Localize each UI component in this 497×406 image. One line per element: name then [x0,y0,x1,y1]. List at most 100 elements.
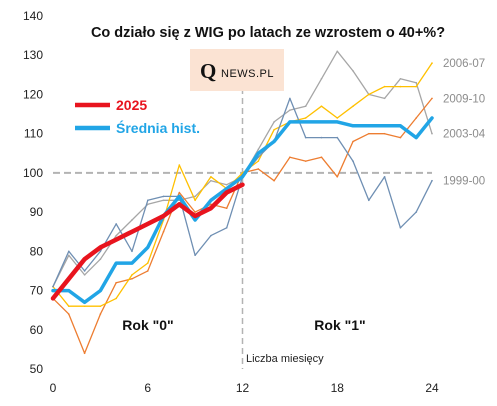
data-point-1999-00 [336,136,339,139]
data-point-2009-10 [289,156,291,158]
data-point-2003-04 [383,97,386,100]
data-point-2003-04 [289,109,291,111]
data-point-2025 [162,215,165,217]
data-point-2006-07 [273,128,275,131]
data-point-2003-04 [273,121,275,123]
data-point-1999-00 [83,270,86,272]
data-point-1999-00 [225,227,228,229]
data-point-2009-10 [368,132,370,135]
data-point-2009-10 [131,277,133,280]
data-point-2003-04 [115,234,117,237]
data-point-rednia-hist [115,262,117,264]
y-tick-label: 70 [30,284,44,298]
grid-layer [53,78,432,369]
y-tick-label: 50 [30,362,44,376]
data-point-rednia-hist [99,289,102,292]
data-point-2006-07 [194,199,196,202]
chart-title: Co działo się z WIG po latach ze wzroste… [91,25,445,41]
data-point-rednia-hist [241,176,244,178]
x-tick-label: 12 [236,381,250,395]
series-layer [50,50,434,355]
data-point-2025 [241,183,244,186]
data-point-1999-00 [131,250,133,253]
end-label-2003-04: 2003-04 [443,129,486,141]
y-tick-label: 140 [23,9,43,23]
label-layer: 50 60 70 80 90 100 110 120 130 140 0 6 12 18 24 2003-04… [23,9,486,395]
data-point-2006-07 [415,85,418,88]
data-point-1999-00 [383,176,386,178]
data-point-rednia-hist [67,289,70,292]
data-point-2025 [194,215,196,217]
data-point-2006-07 [336,117,339,119]
data-point-2006-07 [83,305,86,308]
data-point-1999-00 [304,136,307,139]
y-tick-label: 110 [24,127,43,141]
data-point-1999-00 [352,160,354,162]
data-point-2006-07 [304,117,307,119]
end-label-1999-00: 1999-00 [443,176,485,188]
data-point-2003-04 [257,148,260,151]
data-point-2009-10 [162,230,165,233]
data-point-1999-00 [99,250,102,253]
data-point-2009-10 [415,117,418,119]
region-label-year-0: Rok "0" [122,317,173,333]
data-point-1999-00 [194,254,196,257]
data-point-rednia-hist [83,301,86,304]
data-point-2003-04 [83,274,86,276]
data-point-2009-10 [352,140,354,143]
logo-text: NEWS.PL [221,68,274,80]
x-tick-label: 24 [425,381,439,395]
data-point-2003-04 [225,183,228,186]
data-point-1999-00 [52,285,54,288]
data-point-rednia-hist [320,121,323,123]
data-point-2006-07 [352,105,354,108]
region-label-year-1: Rok "1" [314,317,365,333]
data-point-1999-00 [289,97,291,100]
data-point-2006-07 [210,176,212,178]
legend: 2025 Średnia hist. [75,97,200,136]
data-point-2025 [99,246,102,249]
data-point-2006-07 [368,93,370,96]
data-point-1999-00 [368,199,370,202]
data-point-2009-10 [146,270,149,272]
y-tick-label: 90 [30,205,44,219]
data-point-2009-10 [383,132,386,135]
y-tick-label: 130 [23,48,43,62]
x-tick-label: 0 [50,381,57,395]
data-point-2006-07 [257,160,260,162]
data-point-1999-00 [415,211,418,213]
data-point-2006-07 [178,164,181,166]
data-point-2003-04 [67,254,70,257]
data-point-2009-10 [320,156,323,158]
data-point-2025 [83,258,86,260]
logo-background [190,49,284,91]
data-point-2009-10 [336,176,339,178]
data-point-1999-00 [431,179,433,182]
legend-label-average: Średnia hist. [116,119,200,136]
data-point-2003-04 [304,105,307,108]
data-point-1999-00 [210,234,212,237]
data-point-rednia-hist [131,262,133,264]
series-line-2009-10 [52,97,433,354]
data-point-1999-00 [67,250,70,253]
data-point-rednia-hist [415,136,418,139]
data-point-1999-00 [320,136,323,139]
end-label-2006-07: 2006-07 [443,58,485,70]
data-point-rednia-hist [368,125,370,127]
data-point-rednia-hist [194,219,196,221]
data-point-2006-07 [67,305,70,308]
data-point-2003-04 [399,77,402,80]
data-point-2006-07 [115,297,117,300]
data-point-rednia-hist [178,195,181,198]
logo-letter: Q [200,59,216,83]
data-point-2009-10 [225,207,228,209]
data-point-2025 [115,238,117,241]
data-point-rednia-hist [383,125,386,127]
y-tick-label: 80 [30,244,44,258]
data-point-2003-04 [162,199,165,202]
data-point-2025 [146,223,149,225]
data-point-2003-04 [431,132,433,135]
y-tick-label: 100 [23,166,43,180]
data-point-2025 [67,277,70,280]
